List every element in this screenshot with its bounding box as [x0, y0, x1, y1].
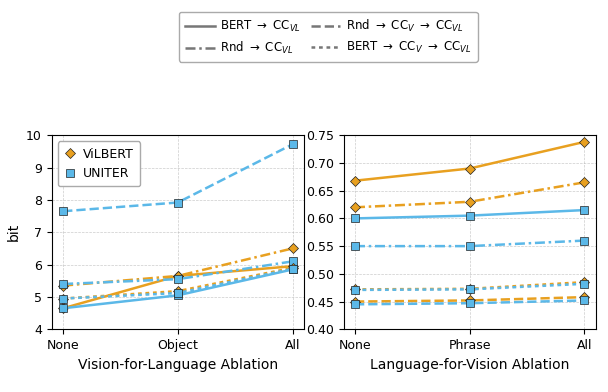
Legend: BERT $\rightarrow$ CC$_{\mathit{VL}}$, Rnd $\rightarrow$ CC$_{\mathit{VL}}$, Rnd: BERT $\rightarrow$ CC$_{\mathit{VL}}$, R…: [179, 12, 477, 62]
X-axis label: Vision-for-Language Ablation: Vision-for-Language Ablation: [78, 358, 278, 372]
X-axis label: Language-for-Vision Ablation: Language-for-Vision Ablation: [370, 358, 569, 372]
Y-axis label: bit: bit: [7, 223, 21, 241]
Legend: ViLBERT, UNITER: ViLBERT, UNITER: [58, 142, 140, 186]
